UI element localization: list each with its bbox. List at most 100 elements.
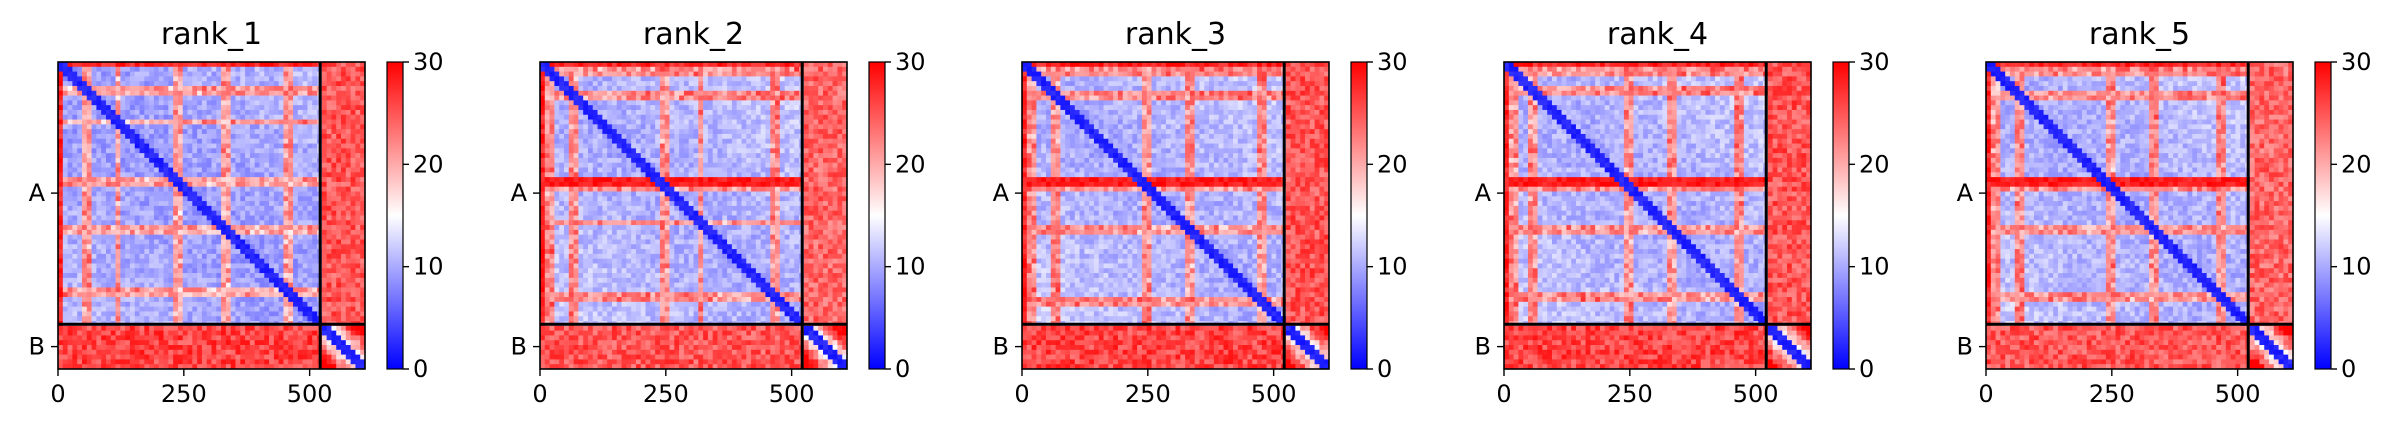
heatmap-cell xyxy=(183,129,188,134)
heatmap-cell xyxy=(737,124,742,129)
heatmap-cell xyxy=(130,316,135,321)
heatmap-cell xyxy=(765,120,770,125)
heatmap-cell xyxy=(351,110,356,115)
heatmap-cell xyxy=(188,201,193,206)
heatmap-cell xyxy=(63,120,68,125)
heatmap-cell xyxy=(255,230,260,235)
heatmap-cell xyxy=(646,96,651,101)
heatmap-cell xyxy=(216,139,221,144)
heatmap-cell xyxy=(159,292,164,297)
heatmap-cell xyxy=(694,120,699,125)
heatmap-cell xyxy=(622,76,627,81)
heatmap-cell xyxy=(274,168,279,173)
heatmap-cell xyxy=(231,263,236,268)
heatmap-cell xyxy=(173,187,178,192)
heatmap-cell xyxy=(82,311,87,316)
heatmap-cell xyxy=(327,172,332,177)
heatmap-cell xyxy=(226,350,231,355)
heatmap-cell xyxy=(274,311,279,316)
heatmap-cell xyxy=(255,350,260,355)
heatmap-cell xyxy=(197,331,202,336)
heatmap-cell xyxy=(327,254,332,259)
heatmap-cell xyxy=(550,115,555,120)
heatmap-cell xyxy=(101,283,106,288)
heatmap-cell xyxy=(92,86,97,91)
heatmap-cell xyxy=(264,331,269,336)
heatmap-cell xyxy=(245,177,250,182)
heatmap-cell xyxy=(279,220,284,225)
heatmap-cell xyxy=(149,331,154,336)
heatmap-cell xyxy=(197,81,202,86)
heatmap-cell xyxy=(168,124,173,129)
heatmap-cell xyxy=(212,86,217,91)
heatmap-cell xyxy=(144,182,149,187)
heatmap-cell xyxy=(106,96,111,101)
heatmap-cell xyxy=(264,297,269,302)
heatmap-cell xyxy=(255,168,260,173)
heatmap-cell xyxy=(298,168,303,173)
heatmap-cell xyxy=(794,110,799,115)
heatmap-cell xyxy=(149,187,154,192)
heatmap-cell xyxy=(655,105,660,110)
heatmap-cell xyxy=(298,239,303,244)
heatmap-cell xyxy=(293,134,298,139)
heatmap-cell xyxy=(77,201,82,206)
heatmap-cell xyxy=(622,81,627,86)
heatmap-cell xyxy=(761,76,766,81)
heatmap-cell xyxy=(135,153,140,158)
heatmap-cell xyxy=(775,67,780,72)
heatmap-cell xyxy=(154,278,159,283)
heatmap-cell xyxy=(72,311,77,316)
heatmap-cell xyxy=(303,76,308,81)
heatmap-cell xyxy=(283,158,288,163)
heatmap-cell xyxy=(96,235,101,240)
heatmap-cell xyxy=(202,249,207,254)
heatmap-cell xyxy=(336,211,341,216)
heatmap-cell xyxy=(178,316,183,321)
heatmap-cell xyxy=(279,81,284,86)
heatmap-cell xyxy=(144,345,149,350)
heatmap-cell xyxy=(82,67,87,72)
heatmap-cell xyxy=(164,350,169,355)
heatmap-cell xyxy=(545,86,550,91)
heatmap-cell xyxy=(149,139,154,144)
heatmap-cell xyxy=(331,326,336,331)
heatmap-cell xyxy=(303,72,308,77)
heatmap-cell xyxy=(650,81,655,86)
heatmap-cell xyxy=(612,124,617,129)
heatmap-cell xyxy=(307,81,312,86)
heatmap-cell xyxy=(82,249,87,254)
heatmap-cell xyxy=(307,287,312,292)
heatmap-cell xyxy=(82,177,87,182)
heatmap-cell xyxy=(72,187,77,192)
heatmap-cell xyxy=(269,96,274,101)
heatmap-cell xyxy=(111,163,116,168)
heatmap-cell xyxy=(312,177,317,182)
heatmap-cell xyxy=(173,311,178,316)
heatmap-cell xyxy=(293,263,298,268)
heatmap-cell xyxy=(331,72,336,77)
heatmap-cell xyxy=(274,124,279,129)
heatmap-cell xyxy=(178,201,183,206)
heatmap-cell xyxy=(351,273,356,278)
heatmap-cell xyxy=(72,307,77,312)
heatmap-cell xyxy=(111,211,116,216)
heatmap-cell xyxy=(274,81,279,86)
heatmap-cell xyxy=(168,263,173,268)
heatmap-cell xyxy=(120,129,125,134)
heatmap-cell xyxy=(202,201,207,206)
heatmap-cell xyxy=(327,350,332,355)
heatmap-cell xyxy=(135,302,140,307)
heatmap-cell xyxy=(135,192,140,197)
heatmap-cell xyxy=(120,316,125,321)
heatmap-cell xyxy=(331,158,336,163)
heatmap-cell xyxy=(183,91,188,96)
heatmap-cell xyxy=(312,96,317,101)
heatmap-cell xyxy=(120,335,125,340)
heatmap-cell xyxy=(216,355,221,360)
heatmap-cell xyxy=(149,120,154,125)
heatmap-cell xyxy=(293,129,298,134)
heatmap-cell xyxy=(130,235,135,240)
heatmap-cell xyxy=(101,316,106,321)
heatmap-cell xyxy=(212,249,217,254)
